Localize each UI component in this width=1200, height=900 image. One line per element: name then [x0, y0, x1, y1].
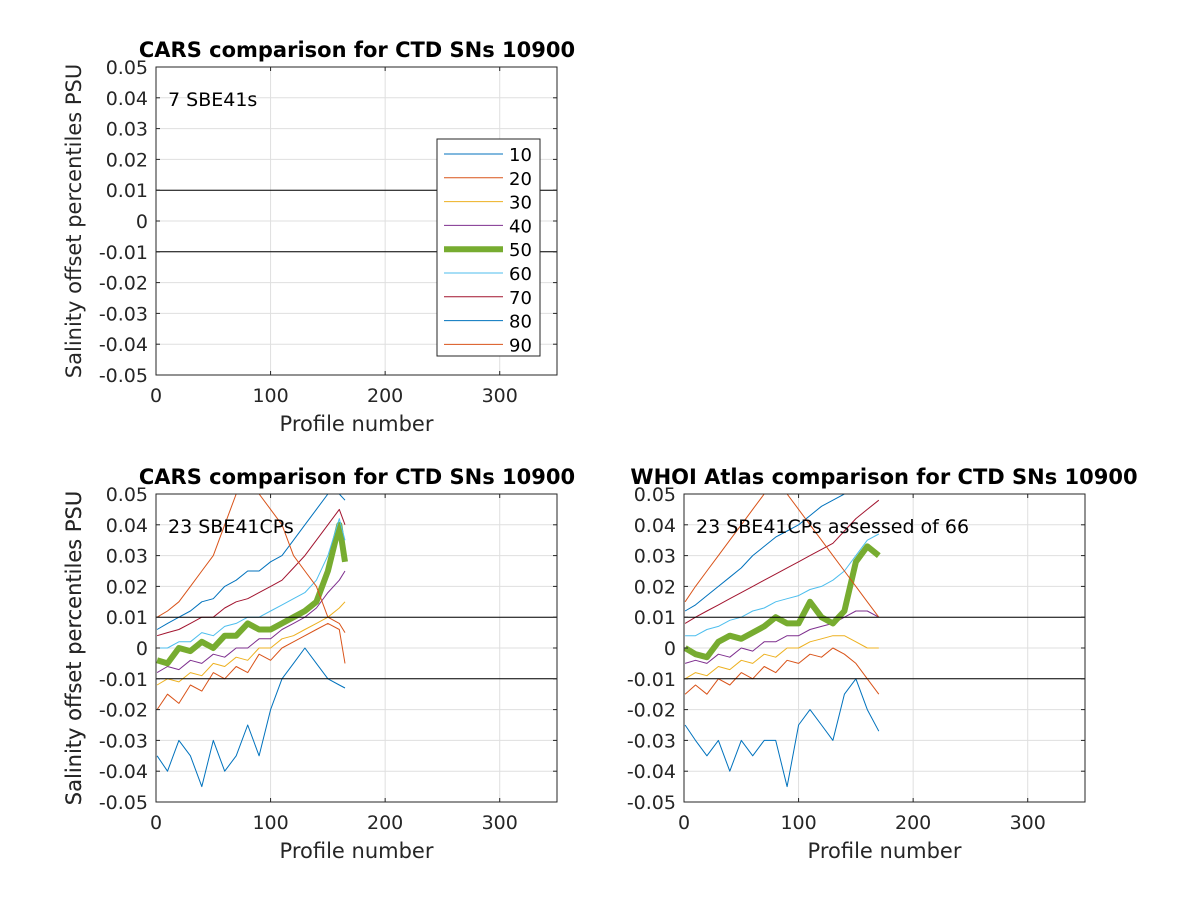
y-axis-label: Salinity offset percentiles PSU [62, 491, 86, 805]
legend-label-40: 40 [509, 216, 532, 237]
y-tick-label: -0.01 [99, 669, 148, 691]
legend-label-90: 90 [509, 335, 532, 356]
x-tick-label: 300 [482, 385, 518, 407]
x-axis-label: Profile number [808, 839, 962, 863]
legend-label-30: 30 [509, 193, 532, 214]
y-tick-label: -0.04 [99, 334, 148, 356]
series-line-20 [684, 647, 880, 695]
y-tick-label: -0.04 [99, 761, 148, 783]
y-tick-label: 0.02 [106, 149, 148, 171]
x-tick-label: 0 [678, 812, 690, 834]
y-axis-label: Salinity offset percentiles PSU [62, 64, 86, 378]
x-axis-label: Profile number [280, 839, 434, 863]
series-line-30 [684, 635, 879, 680]
series-line-40 [156, 570, 346, 674]
y-axis-label: Salinity offset percentiles PSU [62, 491, 86, 805]
legend-label-80: 80 [509, 312, 532, 333]
y-tick-label: 0.03 [634, 546, 676, 568]
x-tick-label: 300 [1010, 812, 1046, 834]
y-tick-label: -0.04 [627, 761, 676, 783]
y-tick-label: 0.05 [634, 484, 676, 506]
series-line-70 [684, 499, 880, 624]
y-tick-label: 0.05 [106, 57, 148, 79]
x-tick-label: 0 [150, 812, 162, 834]
x-tick-label: 100 [252, 385, 288, 407]
y-tick-label: -0.02 [99, 273, 148, 295]
x-tick-label: 200 [367, 385, 403, 407]
chart-title: CARS comparison for CTD SNs 10900 [139, 465, 575, 489]
chart-title: WHOI Atlas comparison for CTD SNs 10900 [630, 465, 1137, 489]
x-tick-label: 0 [150, 385, 162, 407]
series-line-40 [684, 610, 880, 664]
chart-annotation: 23 SBE41CPs [168, 516, 294, 538]
legend-label-20: 20 [509, 169, 532, 190]
chart-annotation: 23 SBE41CPs assessed of 66 [696, 516, 969, 538]
legend-label-60: 60 [509, 264, 532, 285]
series-line-90 [684, 494, 880, 618]
series-line-80 [156, 494, 346, 630]
x-tick-label: 200 [367, 812, 403, 834]
y-tick-label: -0.02 [627, 700, 676, 722]
chart-title: CARS comparison for CTD SNs 10900 [139, 38, 575, 62]
y-tick-label: -0.05 [99, 365, 148, 387]
y-tick-label: 0 [136, 638, 148, 660]
x-tick-label: 100 [780, 812, 816, 834]
y-tick-label: -0.03 [99, 303, 148, 325]
y-tick-label: 0.05 [106, 484, 148, 506]
y-tick-label: 0.01 [106, 607, 148, 629]
y-tick-label: 0.04 [106, 88, 148, 110]
y-tick-label: 0.02 [634, 576, 676, 598]
legend-label-50: 50 [509, 240, 532, 261]
y-tick-label: 0 [136, 211, 148, 233]
y-tick-label: -0.01 [99, 242, 148, 264]
y-tick-label: 0.03 [106, 546, 148, 568]
y-tick-label: 0.03 [106, 119, 148, 141]
series-line-30 [156, 601, 346, 686]
series-line-50 [684, 543, 881, 661]
legend-label-70: 70 [509, 288, 532, 309]
series-line-90 [156, 494, 346, 633]
series-line-70 [156, 508, 346, 637]
y-tick-label: -0.05 [627, 792, 676, 814]
chart-panel-2: 0 100 200 300 -0.05 -0.04 -0.03 -0.02 -0.01 0 0.01… [62, 465, 575, 863]
x-axis-label: Profile number [280, 412, 434, 436]
y-tick-label: 0.04 [634, 515, 676, 537]
y-tick-label: 0.02 [106, 576, 148, 598]
chart-panel-1: 0 100 200 300 -0.05 -0.04 -0.03 -0.02 -0.01 0 0.01… [62, 38, 575, 436]
series-line-20 [156, 622, 346, 710]
y-tick-label: -0.02 [99, 700, 148, 722]
x-tick-label: 100 [252, 812, 288, 834]
y-tick-label: -0.03 [627, 730, 676, 752]
y-tick-label: 0.01 [106, 180, 148, 202]
series-group [684, 494, 881, 788]
series-line-60 [685, 533, 880, 637]
y-tick-label: -0.01 [627, 669, 676, 691]
series-line-50 [156, 521, 348, 667]
y-tick-label: 0 [664, 638, 676, 660]
y-tick-label: -0.05 [99, 792, 148, 814]
series-line-10 [684, 678, 880, 788]
y-tick-label: 0.04 [106, 515, 148, 537]
chart-annotation: 7 SBE41s [168, 89, 257, 111]
legend-label-10: 10 [509, 145, 532, 166]
series-line-10 [156, 647, 346, 788]
y-tick-label: -0.03 [99, 730, 148, 752]
chart-panel-3: 0 100 200 300 -0.05 -0.04 -0.03 -0.02 -0.01 0 0.01… [62, 465, 1138, 863]
y-tick-label: 0.01 [634, 607, 676, 629]
x-tick-label: 200 [895, 812, 931, 834]
series-line-80 [684, 494, 879, 612]
x-tick-label: 300 [482, 812, 518, 834]
